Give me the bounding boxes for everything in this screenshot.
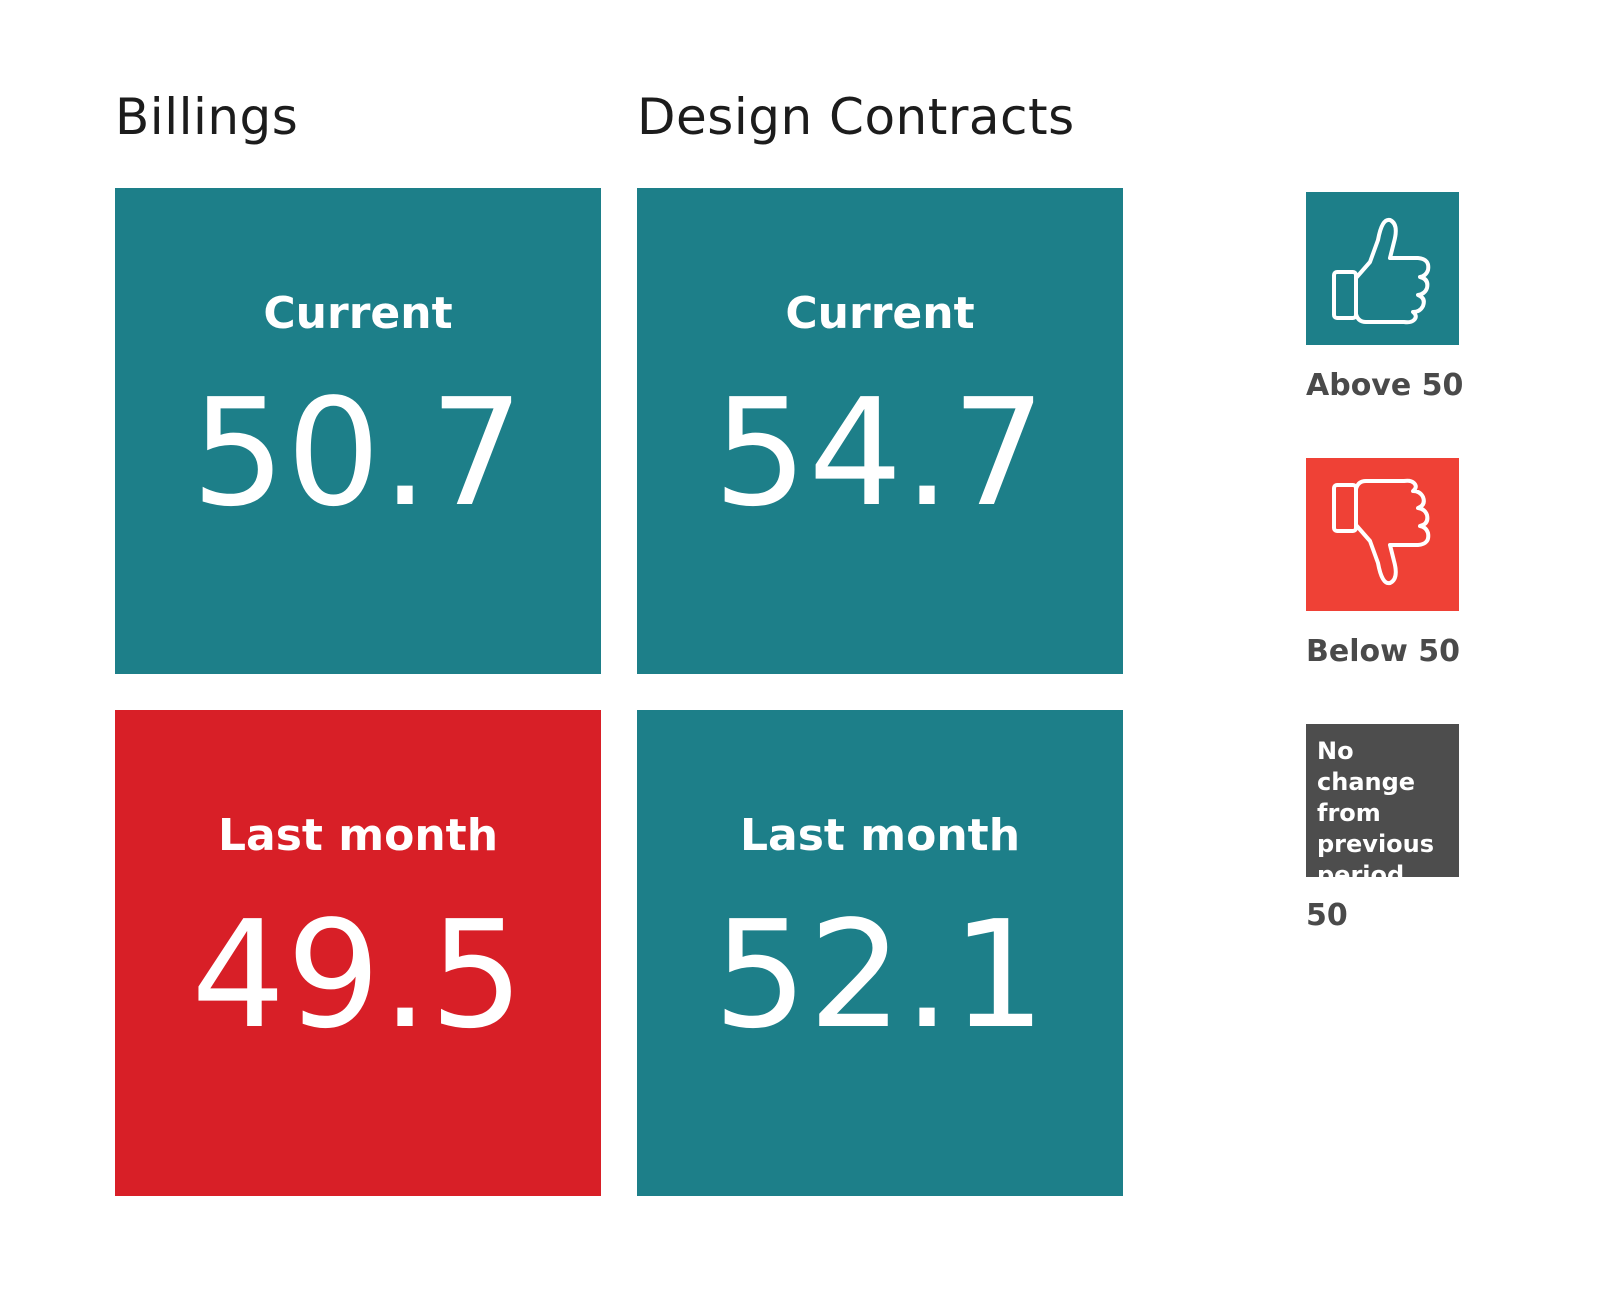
thumbs-up-icon	[1332, 217, 1431, 325]
design-contracts-title: Design Contracts	[637, 88, 1075, 146]
tile-label: Last month	[217, 810, 499, 861]
no-change-text: No change from previous period	[1317, 737, 1435, 889]
design-contracts-last-month-tile: Last month 52.1	[637, 710, 1123, 1196]
tile-label: Current	[263, 288, 453, 339]
tile-value: 54.7	[713, 367, 1047, 539]
legend-no-change-box: No change from previous period	[1306, 724, 1459, 889]
legend-above-box	[1306, 192, 1459, 345]
legend-below-box	[1306, 458, 1459, 611]
billings-current-tile: Current 50.7	[115, 188, 601, 674]
design-contracts-current-tile: Current 54.7	[637, 188, 1123, 674]
legend-above-label: Above 50	[1306, 368, 1464, 403]
billings-last-month-tile: Last month 49.5	[115, 710, 601, 1196]
tile-value: 49.5	[191, 889, 525, 1061]
tile-label: Last month	[739, 810, 1021, 861]
legend-below-label: Below 50	[1306, 634, 1461, 669]
tile-value: 52.1	[713, 889, 1047, 1061]
thumbs-down-icon	[1332, 478, 1431, 586]
tile-value: 50.7	[191, 367, 525, 539]
tile-label: Current	[785, 288, 975, 339]
legend-no-change-label: 50	[1306, 898, 1348, 933]
billings-title: Billings	[115, 88, 299, 146]
